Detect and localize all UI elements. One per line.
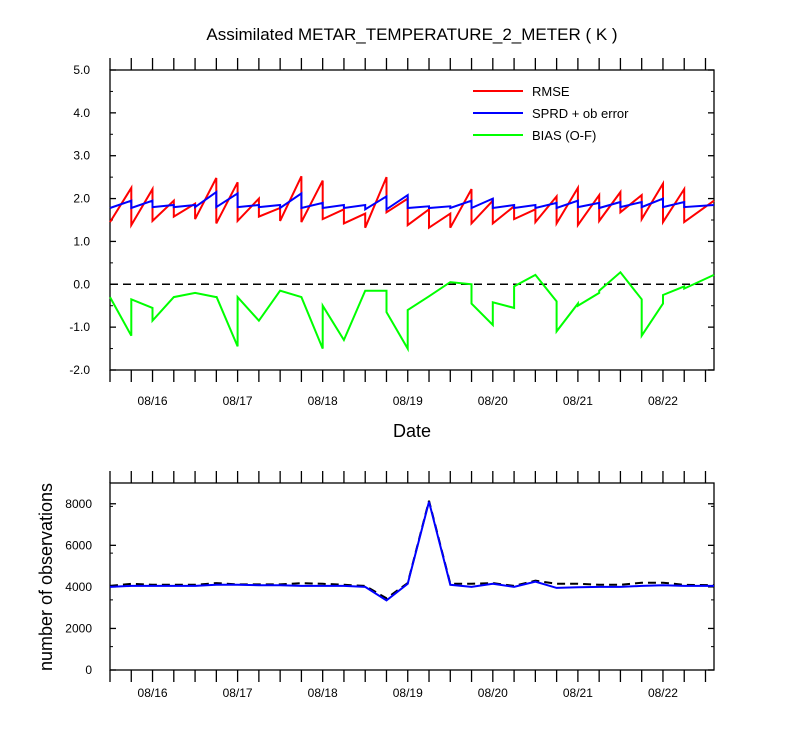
- y-tick-label: 2000: [65, 621, 92, 635]
- x-tick-label: 08/16: [138, 686, 168, 700]
- y-tick-label: -1.0: [69, 320, 90, 334]
- legend-label: SPRD + ob error: [532, 106, 629, 121]
- plot-frame: [109, 482, 715, 671]
- series-line-observations-used: [109, 501, 714, 602]
- y-tick-label: 4000: [65, 580, 92, 594]
- y-tick-label: 5.0: [73, 63, 90, 77]
- x-tick-label: 08/20: [478, 394, 508, 408]
- y-tick-label: 3.0: [73, 149, 90, 163]
- rmse-bias-plot-area: -2.0 -1.0 0.0 1.0 2.0 3.0 4.0 5.0 08/16 08/17 08/1…: [69, 58, 715, 408]
- observation-count-plot-area: 0 2000 4000 6000 8000 08/16 08/17 08/18 08/19 08/…: [65, 471, 715, 700]
- legend: RMSE SPRD + ob error BIAS (O-F): [473, 84, 629, 143]
- x-axis-label: Date: [393, 421, 431, 441]
- y-tick-label: 1.0: [73, 234, 90, 248]
- x-tick-label: 08/19: [393, 394, 423, 408]
- rmse-bias-panel: Assimilated METAR_TEMPERATURE_2_METER ( …: [69, 25, 715, 441]
- series-line-sprd-ob-error: [109, 190, 715, 212]
- x-tick-label: 08/21: [563, 394, 593, 408]
- x-tick-label: 08/17: [223, 686, 253, 700]
- legend-label: BIAS (O-F): [532, 128, 596, 143]
- legend-label: RMSE: [532, 84, 570, 99]
- observation-count-panel: 0 2000 4000 6000 8000 08/16 08/17 08/18 08/19 08/…: [36, 471, 715, 700]
- x-tick-label: 08/20: [478, 686, 508, 700]
- x-tick-label: 08/21: [563, 686, 593, 700]
- x-tick-label: 08/22: [648, 686, 678, 700]
- y-tick-label: 0: [85, 663, 92, 677]
- y-tick-label: 8000: [65, 497, 92, 511]
- series-line-observations-possible: [109, 500, 715, 600]
- x-tick-label: 08/17: [223, 394, 253, 408]
- x-tick-label: 08/19: [393, 686, 423, 700]
- y-tick-label: 2.0: [73, 192, 90, 206]
- series-line-bias-o-f: [109, 270, 715, 353]
- x-tick-label: 08/16: [138, 394, 168, 408]
- x-tick-label: 08/22: [648, 394, 678, 408]
- y-tick-label: 4.0: [73, 106, 90, 120]
- y-axis-label: number of observations: [36, 483, 56, 671]
- series-line-rmse: [109, 175, 715, 230]
- y-tick-label: 6000: [65, 538, 92, 552]
- x-tick-label: 08/18: [308, 686, 338, 700]
- chart-title: Assimilated METAR_TEMPERATURE_2_METER ( …: [206, 25, 617, 44]
- x-tick-label: 08/18: [308, 394, 338, 408]
- y-tick-label: 0.0: [73, 277, 90, 291]
- y-tick-label: -2.0: [69, 363, 90, 377]
